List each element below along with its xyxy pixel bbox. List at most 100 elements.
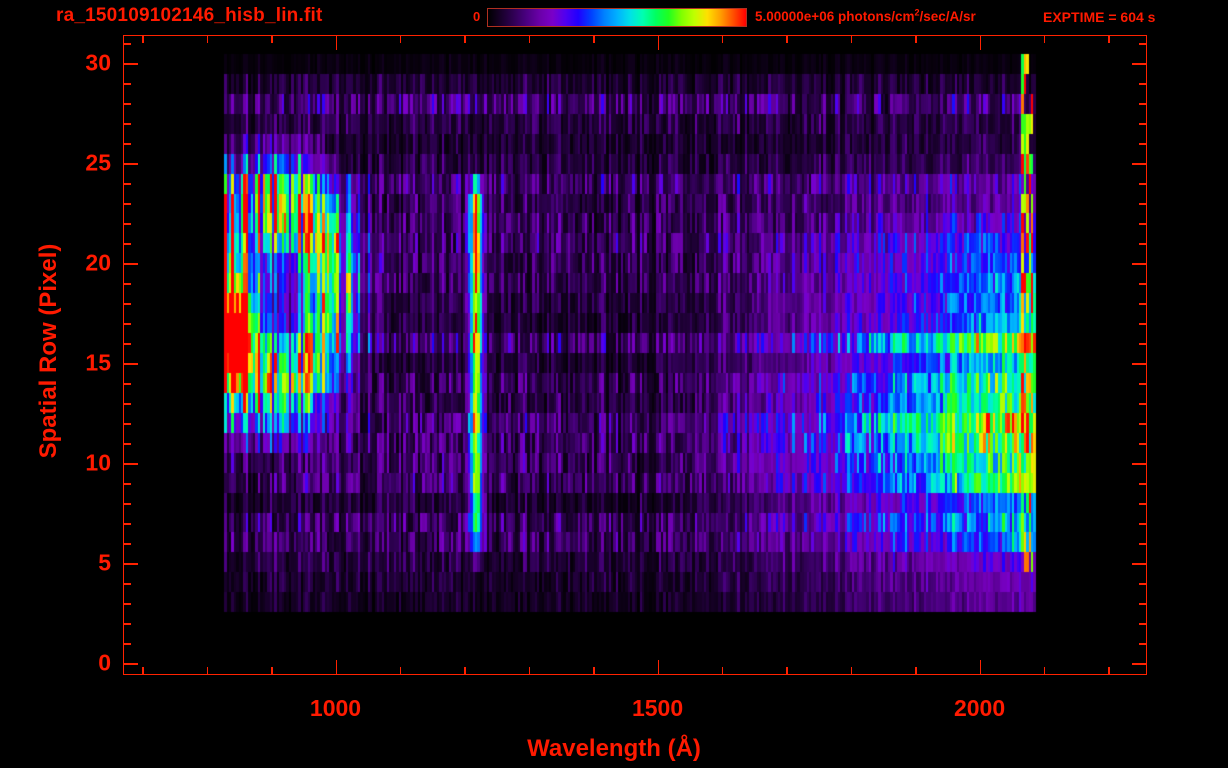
header-bar: ra_150109102146_hisb_lin.fit 0 5.00000e+… [0, 0, 1228, 34]
x-axis-minor-tick [850, 667, 853, 675]
x-axis-minor-tick-top [528, 35, 531, 43]
y-axis-minor-tick-right [1139, 403, 1147, 405]
x-axis-minor-tick [528, 667, 531, 675]
x-axis-minor-tick [206, 667, 209, 675]
colorbar-gradient [487, 8, 747, 27]
x-axis-minor-tick-top [786, 35, 788, 43]
x-axis-minor-tick [721, 667, 724, 675]
y-axis-minor-tick-right [1139, 423, 1147, 425]
y-axis-minor-tick [123, 43, 131, 45]
x-axis-major-tick [979, 660, 982, 675]
y-axis-title: Spatial Row (Pixel) [35, 243, 62, 459]
x-axis-title: Wavelength (Å) [527, 735, 701, 762]
colorbar-units-post: /sec/A/sr [919, 9, 976, 24]
x-axis-major-tick [657, 660, 660, 675]
y-axis-minor-tick-right [1139, 303, 1147, 305]
colorbar-max-label: 5.00000e+06 photons/cm2/sec/A/sr [755, 7, 976, 24]
x-axis-minor-tick [786, 667, 788, 675]
x-axis-major-tick-top [335, 35, 338, 50]
y-axis-tick-label: 5 [98, 549, 111, 576]
y-axis-minor-tick-right [1139, 343, 1147, 345]
y-axis-major-tick-right [1132, 363, 1147, 365]
y-axis-major-tick [123, 63, 138, 65]
y-axis-minor-tick [123, 583, 131, 585]
plot-frame [123, 35, 1147, 675]
y-axis-minor-tick-right [1139, 503, 1147, 505]
y-axis-minor-tick [123, 303, 131, 305]
y-axis-minor-tick [123, 223, 131, 225]
y-axis-major-tick [123, 363, 138, 365]
exposure-time-label: EXPTIME = 604 s [1043, 9, 1156, 25]
x-axis-minor-tick [1043, 667, 1046, 675]
y-axis-minor-tick-right [1139, 323, 1147, 325]
y-axis-minor-tick [123, 323, 131, 325]
y-axis-minor-tick-right [1139, 223, 1147, 225]
y-axis-major-tick-right [1132, 263, 1147, 265]
y-axis-tick-label: 20 [85, 249, 111, 276]
x-axis-minor-tick-top [1108, 35, 1110, 43]
x-axis-minor-tick-top [206, 35, 209, 43]
y-axis-minor-tick-right [1139, 43, 1147, 45]
y-axis-minor-tick [123, 483, 131, 485]
y-axis-minor-tick [123, 403, 131, 405]
x-axis-minor-tick-top [142, 35, 144, 43]
x-axis-minor-tick-top [593, 35, 595, 43]
y-axis-minor-tick-right [1139, 183, 1147, 185]
x-axis-minor-tick-top [1043, 35, 1046, 43]
x-axis-minor-tick [593, 667, 595, 675]
y-axis-minor-tick [123, 343, 131, 345]
y-axis-minor-tick-right [1139, 523, 1147, 525]
y-axis-minor-tick-right [1139, 243, 1147, 245]
y-axis-minor-tick-right [1139, 543, 1147, 545]
y-axis-minor-tick [123, 523, 131, 525]
y-axis-major-tick-right [1132, 463, 1147, 465]
y-axis-major-tick [123, 163, 138, 165]
y-axis-major-tick [123, 563, 138, 565]
x-axis-minor-tick [271, 667, 273, 675]
y-axis-minor-tick-right [1139, 483, 1147, 485]
y-axis-major-tick [123, 263, 138, 265]
y-axis-minor-tick-right [1139, 143, 1147, 145]
x-axis-minor-tick-top [850, 35, 853, 43]
colorbar-min-label: 0 [473, 9, 481, 24]
y-axis-minor-tick [123, 423, 131, 425]
x-axis-minor-tick-top [271, 35, 273, 43]
y-axis-minor-tick-right [1139, 203, 1147, 205]
y-axis-tick-label: 15 [85, 349, 111, 376]
x-axis-minor-tick [399, 667, 402, 675]
y-axis-minor-tick [123, 243, 131, 245]
y-axis-minor-tick [123, 623, 131, 625]
x-axis-major-tick [335, 660, 338, 675]
y-axis-major-tick-right [1132, 63, 1147, 65]
x-axis-minor-tick [464, 667, 466, 675]
x-axis-tick-label: 1500 [631, 695, 684, 721]
y-axis-minor-tick-right [1139, 283, 1147, 285]
y-axis-minor-tick [123, 143, 131, 145]
y-axis-tick-label: 0 [98, 649, 111, 676]
x-axis-minor-tick-top [915, 35, 917, 43]
y-axis-minor-tick-right [1139, 603, 1147, 605]
x-axis-minor-tick [1108, 667, 1110, 675]
page-title: ra_150109102146_hisb_lin.fit [56, 5, 323, 26]
x-axis-minor-tick-top [464, 35, 466, 43]
y-axis-minor-tick-right [1139, 103, 1147, 105]
x-axis-major-tick-top [657, 35, 660, 50]
colorbar-units-exponent: 2 [914, 7, 920, 18]
x-axis-minor-tick-top [721, 35, 724, 43]
y-axis-tick-label: 30 [85, 49, 111, 76]
y-axis-tick-label: 25 [85, 149, 111, 176]
y-axis-minor-tick [123, 443, 131, 445]
x-axis-minor-tick [142, 667, 144, 675]
colorbar-units-pre: photons/cm [834, 9, 915, 24]
y-axis-minor-tick-right [1139, 643, 1147, 645]
y-axis-major-tick-right [1132, 563, 1147, 565]
x-axis-minor-tick-top [399, 35, 402, 43]
y-axis-minor-tick [123, 103, 131, 105]
y-axis-minor-tick [123, 83, 131, 85]
y-axis-minor-tick [123, 123, 131, 125]
y-axis-tick-label: 10 [85, 449, 111, 476]
y-axis-minor-tick-right [1139, 83, 1147, 85]
x-axis-major-tick-top [979, 35, 982, 50]
x-axis-minor-tick [915, 667, 917, 675]
y-axis-major-tick-right [1132, 163, 1147, 165]
